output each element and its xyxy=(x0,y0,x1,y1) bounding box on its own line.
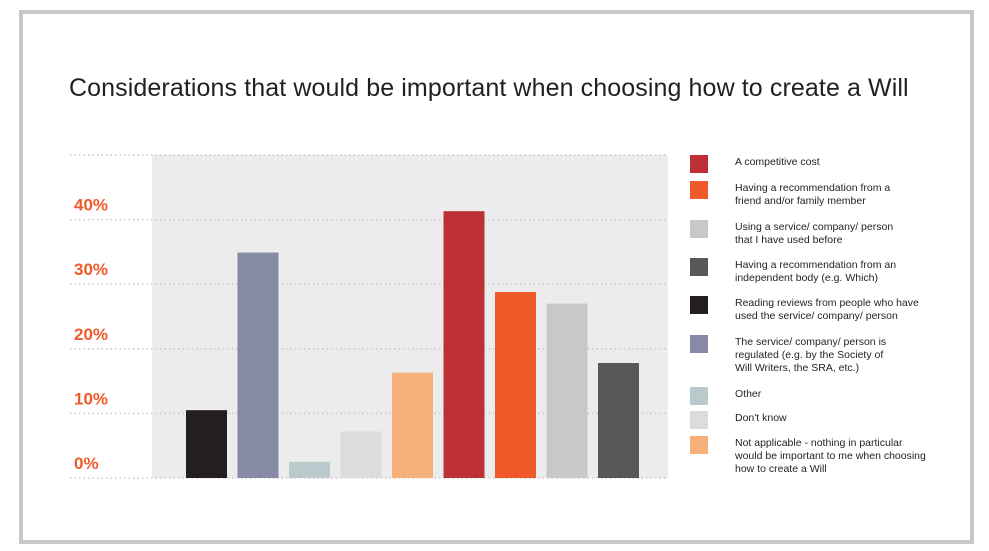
legend-swatch xyxy=(690,436,708,454)
legend-label: Having a recommendation from an independ… xyxy=(735,259,897,284)
legend-swatch xyxy=(690,387,708,405)
bar xyxy=(392,372,433,478)
bar xyxy=(546,303,588,478)
y-tick-label: 40% xyxy=(74,196,108,215)
bar xyxy=(598,363,639,478)
legend-label: Other xyxy=(735,388,762,400)
bar xyxy=(340,431,382,478)
legend-label: Having a recommendation from a friend an… xyxy=(735,182,891,207)
legend-swatch xyxy=(690,335,708,353)
legend-swatch xyxy=(690,411,708,429)
legend-swatch xyxy=(690,181,708,199)
legend-label: Don't know xyxy=(735,412,787,424)
legend-label: Reading reviews from people who have use… xyxy=(735,297,919,322)
bar xyxy=(186,410,227,478)
legend-swatch xyxy=(690,296,708,314)
chart-title: Considerations that would be important w… xyxy=(69,74,909,102)
bar xyxy=(237,252,279,478)
y-tick-label: 30% xyxy=(74,260,108,279)
y-tick-label: 20% xyxy=(74,325,108,344)
legend-swatch xyxy=(690,220,708,238)
legend-swatch xyxy=(690,258,708,276)
legend-label: The service/ company/ person is regulate… xyxy=(735,336,887,374)
bar xyxy=(495,291,536,478)
y-tick-label: 10% xyxy=(74,389,108,408)
legend-label: Not applicable - nothing in particular w… xyxy=(735,437,926,475)
legend-swatch xyxy=(690,155,708,173)
bar xyxy=(289,461,330,478)
legend-label: Using a service/ company/ person that I … xyxy=(735,221,894,246)
y-tick-label: 0% xyxy=(74,454,99,473)
bar xyxy=(443,211,485,478)
legend-label: A competitive cost xyxy=(735,156,820,168)
